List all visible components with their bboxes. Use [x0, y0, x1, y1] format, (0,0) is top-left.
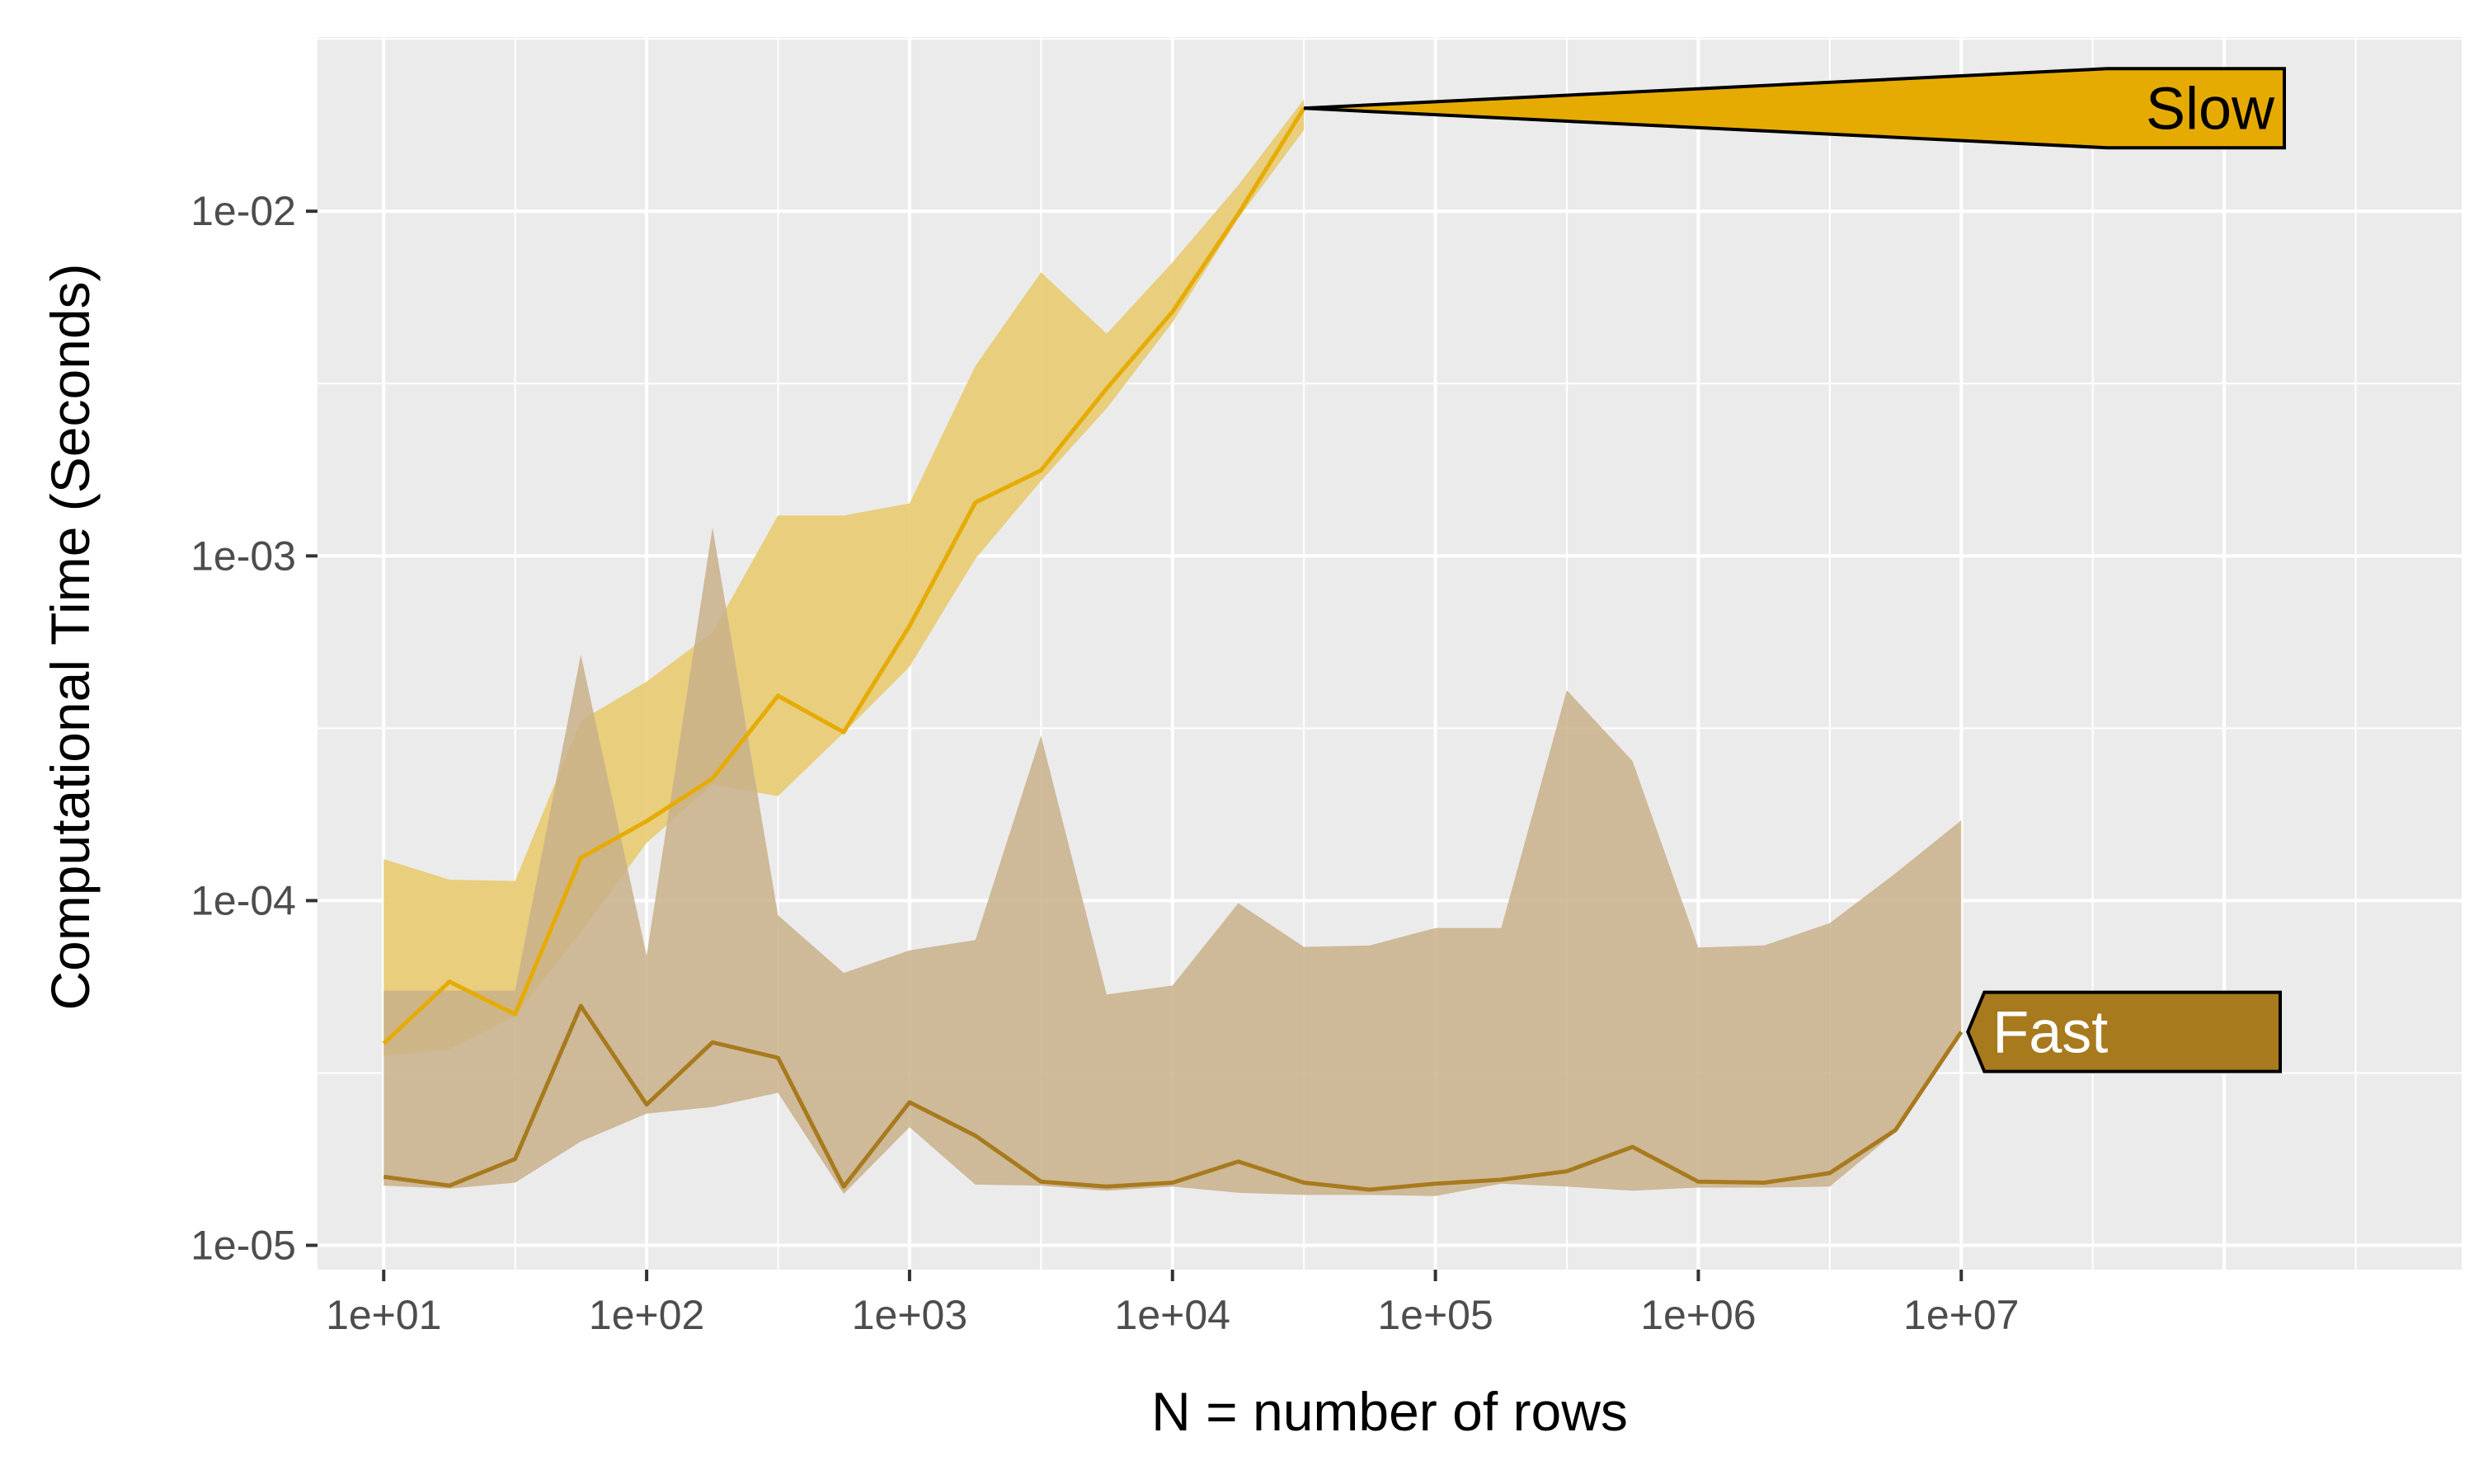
x-tick-label: 1e+03: [852, 1292, 967, 1338]
x-axis-title: N = number of rows: [1151, 1381, 1628, 1442]
line-fast: [383, 1003, 1964, 1192]
x-tick-label: 1e+05: [1377, 1292, 1493, 1338]
y-tick-label: 1e-04: [190, 877, 296, 923]
label-text: Fast: [1992, 1000, 2108, 1066]
series-label-fast: Fast: [1966, 990, 2282, 1073]
x-tick-label: 1e+06: [1640, 1292, 1756, 1338]
line-slow: [382, 106, 1306, 1045]
x-tick-label: 1e+07: [1903, 1292, 2019, 1338]
y-tick-label: 1e-03: [190, 533, 296, 579]
series-label-slow: Slow: [1303, 67, 2286, 150]
series-lines: [382, 106, 1964, 1192]
y-axis: 1e-05 1e-04 1e-03 1e-02: [190, 188, 317, 1268]
x-tick-label: 1e+04: [1115, 1292, 1230, 1338]
y-axis-title: Computational Time (Seconds): [40, 263, 101, 1010]
y-tick-label: 1e-02: [190, 188, 296, 234]
y-tick-label: 1e-05: [190, 1222, 296, 1268]
ribbon-bands: [383, 99, 1962, 1196]
label-box: [1966, 990, 2282, 1073]
x-tick-label: 1e+02: [589, 1292, 704, 1338]
ribbon-fast: [383, 527, 1962, 1196]
x-tick-label: 1e+01: [326, 1292, 441, 1338]
label-text: Slow: [2146, 76, 2275, 142]
series-labels: Slow Fast: [1303, 67, 2286, 1073]
label-box: [1303, 67, 2286, 150]
x-axis: 1e+01 1e+02 1e+03 1e+04 1e+05 1e+06 1e+07: [326, 1270, 2019, 1338]
